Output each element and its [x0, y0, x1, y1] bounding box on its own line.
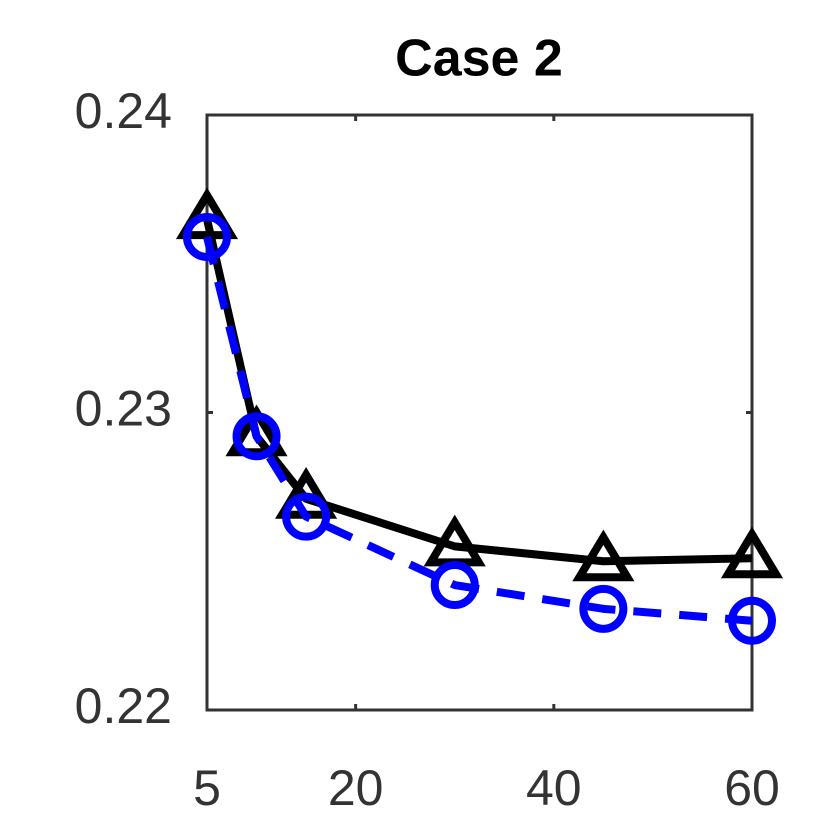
plot-frame	[205, 113, 754, 712]
chart-title: Case 2	[395, 30, 563, 88]
circle-marker	[183, 212, 231, 261]
circle-marker	[579, 584, 628, 633]
series-line	[203, 218, 753, 566]
x-tick-label: 40	[526, 760, 582, 816]
y-tick-label: 0.23	[75, 381, 172, 437]
circle-marker	[430, 561, 479, 610]
x-tick-label: 20	[328, 760, 384, 816]
circle-marker	[282, 492, 331, 541]
triangle-marker	[175, 187, 239, 240]
x-tick-label: 5	[193, 760, 221, 816]
x-tick-label: 60	[724, 760, 780, 816]
y-tick-label: 0.24	[75, 83, 172, 139]
circle-marker	[728, 596, 776, 645]
triangle-marker	[572, 529, 635, 582]
series-line	[203, 236, 753, 625]
triangle-marker	[720, 526, 784, 579]
circle-marker	[232, 412, 281, 461]
y-tick-label: 0.22	[75, 678, 172, 734]
